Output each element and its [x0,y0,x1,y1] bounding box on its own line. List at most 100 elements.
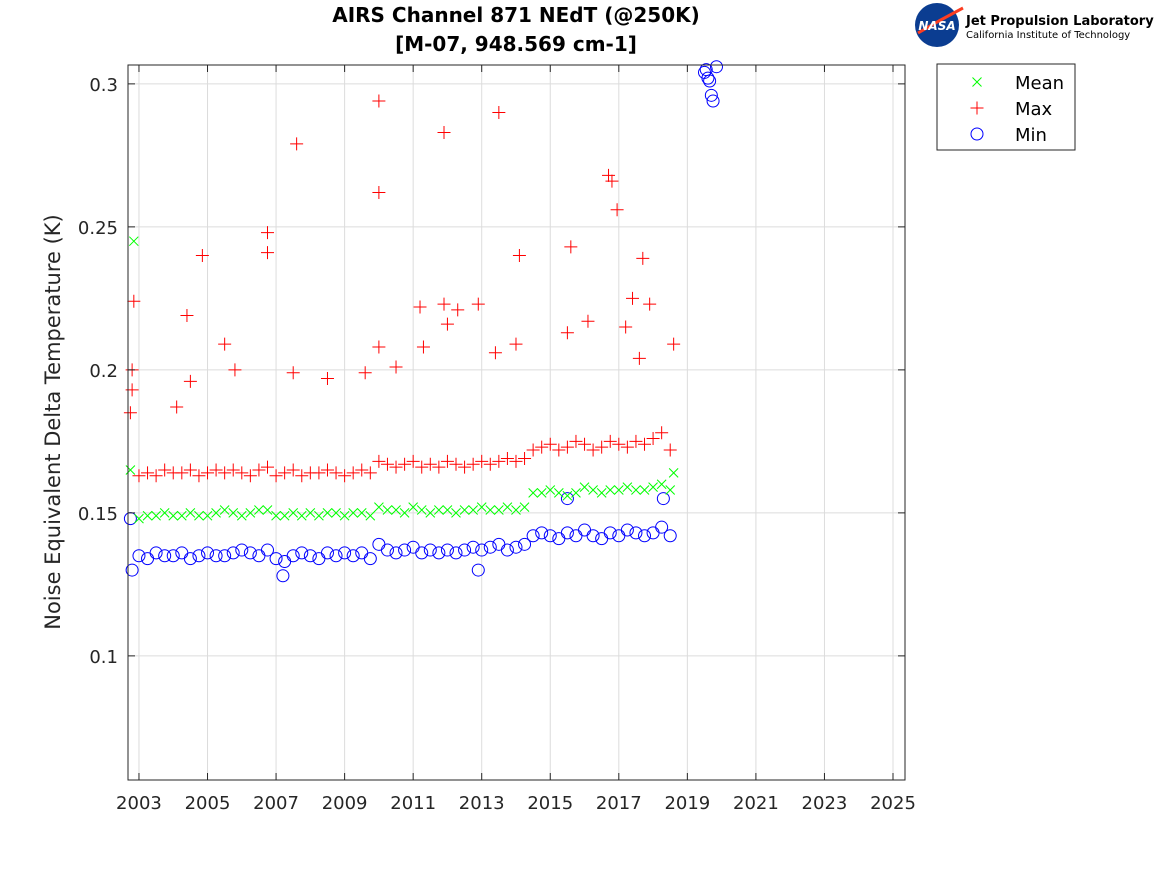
max-point [483,457,497,471]
min-point [578,523,592,537]
max-point [437,125,451,139]
min-point [346,549,360,563]
max-point [518,452,532,466]
min-point [125,563,139,577]
min-point [603,526,617,540]
min-point [526,529,540,543]
max-point [372,340,386,354]
max-point [127,294,141,308]
mean-point [391,505,401,515]
max-point [269,469,283,483]
x-tick-label: 2009 [322,793,368,814]
mean-point [236,510,247,521]
min-point [278,554,292,568]
min-point [423,543,437,557]
mean-point [322,508,333,518]
mean-point [356,508,367,518]
min-point [471,563,485,577]
mean-point [493,505,504,515]
min-point [235,543,249,557]
max-point [500,452,514,466]
max-point [380,457,394,471]
max-point [667,337,681,351]
min-point [295,546,309,560]
logo-sub: California Institute of Technology [966,30,1130,41]
mean-point [596,488,607,498]
min-point [363,552,377,566]
min-point [338,546,352,560]
mean-point [442,505,453,515]
max-point [260,246,274,260]
max-point [586,443,600,457]
max-point [610,203,624,217]
min-point [286,549,300,563]
max-point [605,174,619,188]
legend-marker-max [970,101,984,115]
max-point [620,440,634,454]
max-point [475,454,489,468]
max-point [286,463,300,477]
max-point [195,248,209,262]
mean-point [271,510,281,521]
max-point [440,317,454,331]
max-point [329,466,343,480]
mean-point [202,510,213,521]
max-point [149,469,163,483]
mean-point [365,510,376,521]
max-point [603,434,617,448]
mean-point [211,508,221,518]
max-point [509,337,523,351]
max-point [286,366,300,380]
mean-point [408,502,419,513]
x-tick-label: 2011 [390,793,436,814]
mean-point [228,508,239,518]
mean-point [656,479,667,490]
min-point [703,74,717,88]
min-point [415,546,429,560]
min-point [706,94,720,108]
min-point [500,543,514,557]
max-point [564,240,578,254]
mean-point [399,508,410,518]
x-tick-label: 2003 [116,793,162,814]
min-point [483,540,497,554]
y-tick-label: 0.15 [78,504,118,525]
min-point [226,546,240,560]
mean-point [416,505,427,515]
max-point [552,443,566,457]
mean-point [622,482,633,492]
max-point [449,457,463,471]
mean-point [536,488,547,498]
y-tick-label: 0.25 [78,218,118,239]
min-point [209,549,223,563]
min-point [543,529,557,543]
max-point [235,466,249,480]
max-point [320,371,334,385]
min-point [175,546,189,560]
max-point [346,466,360,480]
max-point [560,326,574,340]
mean-point [639,485,650,495]
max-point [398,457,412,471]
mean-point [245,508,256,518]
mean-point [125,465,136,475]
max-point [252,463,266,477]
max-point [636,251,650,265]
max-point [363,466,377,480]
max-point [413,300,427,314]
max-point [201,466,215,480]
max-point [338,469,352,483]
x-tick-label: 2025 [870,793,916,814]
max-point [320,463,334,477]
max-point [471,297,485,311]
max-point [629,434,643,448]
mean-point [511,505,521,515]
max-point [543,437,557,451]
mean-point [459,505,470,515]
mean-point [553,488,564,498]
mean-point [339,510,350,521]
min-point [569,529,583,543]
min-point [149,546,163,560]
axis-ticks: 2003 2005 2007 2009 2011 2013 2015 2017 2019 2021… [78,65,916,814]
max-point [560,440,574,454]
